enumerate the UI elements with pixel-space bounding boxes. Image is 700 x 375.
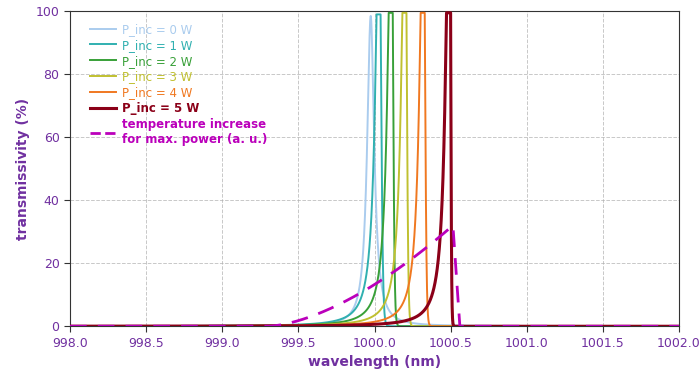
X-axis label: wavelength (nm): wavelength (nm): [308, 355, 441, 369]
Y-axis label: transmissivity (%): transmissivity (%): [16, 98, 30, 240]
Legend: P_inc = 0 W, P_inc = 1 W, P_inc = 2 W, P_inc = 3 W, P_inc = 4 W, P_inc = 5 W, te: P_inc = 0 W, P_inc = 1 W, P_inc = 2 W, P…: [88, 20, 270, 149]
